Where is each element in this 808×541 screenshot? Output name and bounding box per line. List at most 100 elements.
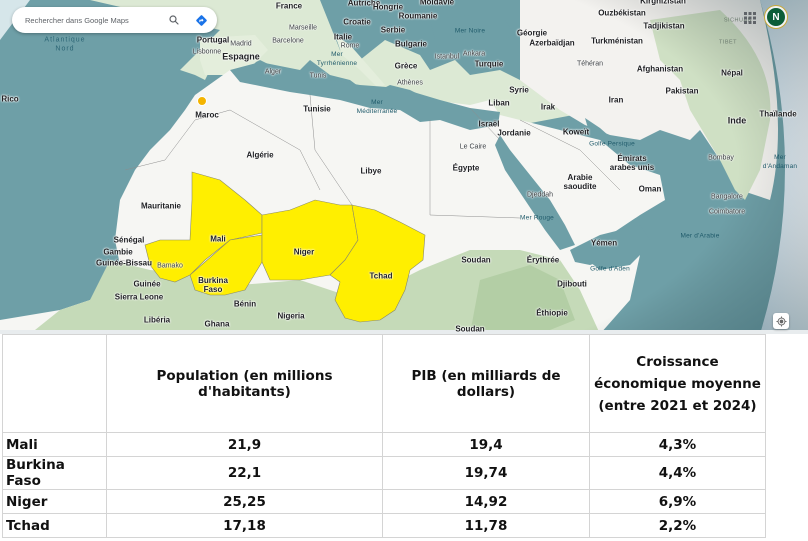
map-label-grece[interactable]: Grèce (394, 61, 418, 71)
map-label-bangalore[interactable]: Bangalore (711, 193, 743, 201)
map-label-ghana[interactable]: Ghana (204, 319, 230, 329)
map-label-rome[interactable]: Rome (340, 42, 360, 50)
map-label-maroc[interactable]: Maroc (195, 110, 219, 120)
map-label-mauritanie[interactable]: Mauritanie (140, 201, 182, 211)
map-label-erythree[interactable]: Érythrée (526, 255, 560, 265)
map-label-mali[interactable]: Mali (210, 234, 226, 244)
map-label-bulgarie[interactable]: Bulgarie (394, 39, 428, 49)
map-label-ouzbekistan[interactable]: Ouzbékistan (598, 8, 646, 18)
map-label-oman[interactable]: Oman (638, 184, 662, 194)
cell-country: Mali (2, 432, 107, 457)
map-label-afghanistan[interactable]: Afghanistan (636, 64, 684, 74)
map-label-burkina-faso[interactable]: Burkina Faso (198, 276, 228, 294)
map-label-tadjikistan[interactable]: Tadjikistan (643, 21, 685, 31)
map-label-coimbatore[interactable]: Coimbatore (708, 208, 746, 216)
map-label-athenes[interactable]: Athènes (397, 79, 423, 87)
apps-grid-icon[interactable] (743, 11, 757, 25)
map-label-kirghizistan[interactable]: Kirghizistan (640, 0, 686, 6)
map-label-teheran[interactable]: Téhéran (576, 60, 604, 68)
map-label-jordanie[interactable]: Jordanie (497, 128, 531, 138)
map-label-irak[interactable]: Irak (540, 102, 556, 112)
map-label-le-caire[interactable]: Le Caire (459, 143, 487, 151)
map-label-nepal[interactable]: Népal (721, 68, 743, 78)
map-view[interactable]: France Autriche Hongrie Moldavie Kirghiz… (0, 0, 808, 334)
map-label-tunisie[interactable]: Tunisie (303, 104, 331, 114)
my-location-button[interactable] (773, 313, 789, 329)
map-label-turkmenistan[interactable]: Turkménistan (591, 36, 643, 46)
search-input[interactable] (25, 15, 160, 25)
sahel-data-table: Population (en millions d'habitants) PIB… (2, 334, 766, 538)
map-label-israel[interactable]: Israël (478, 119, 500, 129)
map-label-egypte[interactable]: Égypte (452, 163, 480, 173)
directions-icon[interactable] (194, 13, 208, 27)
map-label-istanbul[interactable]: Istanbul (434, 53, 460, 61)
map-label-koweit[interactable]: Koweït (562, 127, 590, 137)
map-label-emirats[interactable]: Émirats arabes unis (609, 154, 655, 172)
map-label-yemen[interactable]: Yémen (590, 238, 618, 248)
map-label-liban[interactable]: Liban (488, 98, 510, 108)
map-label-autriche[interactable]: Autriche (347, 0, 381, 8)
map-label-pakistan[interactable]: Pakistan (665, 86, 699, 96)
map-label-soudan-du-sud[interactable]: Soudan (455, 324, 485, 334)
cell-croissance: 4,3% (589, 432, 766, 457)
map-label-espagne[interactable]: Espagne (222, 51, 260, 62)
map-label-nigeria[interactable]: Nigeria (277, 311, 305, 321)
map-label-niger[interactable]: Niger (293, 247, 315, 257)
map-label-italie[interactable]: Italie (333, 32, 353, 42)
map-label-rico[interactable]: Rico (1, 94, 19, 104)
map-label-syrie[interactable]: Syrie (509, 85, 529, 95)
map-label-marseille[interactable]: Marseille (288, 24, 318, 32)
map-label-georgie[interactable]: Géorgie (516, 28, 548, 38)
map-label-madrid[interactable]: Madrid (230, 40, 252, 48)
map-label-france[interactable]: France (275, 1, 303, 11)
map-label-gambie[interactable]: Gambie (103, 247, 133, 257)
map-label-ethiopie[interactable]: Éthiopie (536, 308, 568, 318)
cell-country: Niger (2, 489, 107, 514)
map-label-arabie-saoudite[interactable]: Arabie saoudite (563, 173, 597, 191)
cell-croissance: 4,4% (589, 456, 766, 490)
map-label-bombay[interactable]: Bombay (708, 154, 734, 162)
map-label-bamako[interactable]: Bamako (157, 262, 183, 270)
account-avatar[interactable]: N (765, 6, 787, 28)
map-label-sierra-leone[interactable]: Sierra Leone (114, 292, 164, 302)
map-label-thailande[interactable]: Thaïlande (759, 109, 797, 119)
saved-place-star-icon[interactable] (197, 96, 207, 106)
map-label-senegal[interactable]: Sénégal (113, 235, 145, 245)
map-canvas (0, 0, 808, 334)
table-row: Mali 21,9 19,4 4,3% (2, 432, 766, 457)
map-label-azerbaidjan[interactable]: Azerbaïdjan (529, 38, 575, 48)
cell-country: Tchad (2, 513, 107, 538)
cell-population: 22,1 (106, 456, 383, 490)
map-label-benin[interactable]: Bénin (233, 299, 257, 309)
map-label-iran[interactable]: Iran (608, 95, 624, 105)
map-label-serbie[interactable]: Serbie (380, 25, 406, 35)
map-label-liberia[interactable]: Libéria (143, 315, 171, 325)
my-location-icon (775, 315, 787, 327)
map-label-mer-andaman: Mer d'Andaman (762, 154, 798, 170)
map-label-djeddah[interactable]: Djeddah (526, 191, 554, 199)
map-label-tibet: TIBET (718, 39, 738, 46)
map-label-turquie[interactable]: Turquie (474, 59, 504, 69)
map-label-croatie[interactable]: Croatie (343, 17, 371, 27)
map-label-alger[interactable]: Alger (264, 68, 282, 76)
map-label-moldavie[interactable]: Moldavie (419, 0, 455, 7)
map-label-soudan[interactable]: Soudan (461, 255, 491, 265)
map-label-libye[interactable]: Libye (360, 166, 382, 176)
map-label-roumanie[interactable]: Roumanie (398, 11, 438, 21)
map-label-inde[interactable]: Inde (727, 115, 747, 126)
map-label-tchad[interactable]: Tchad (369, 271, 393, 281)
map-label-guinee-bissau[interactable]: Guinée-Bissau (95, 258, 153, 268)
map-label-djibouti[interactable]: Djibouti (557, 279, 587, 289)
map-label-hongrie[interactable]: Hongrie (372, 2, 404, 12)
map-label-barcelone[interactable]: Barcelone (272, 37, 304, 45)
map-label-guinee[interactable]: Guinée (133, 279, 161, 289)
search-box[interactable] (12, 7, 217, 33)
map-label-tunis[interactable]: Tunis (309, 72, 327, 80)
map-label-ankara[interactable]: Ankara (462, 50, 486, 58)
cell-pib: 11,78 (382, 513, 590, 538)
map-label-algerie[interactable]: Algérie (246, 150, 274, 160)
cell-population: 17,18 (106, 513, 383, 538)
search-icon[interactable] (167, 13, 181, 27)
map-label-lisbonne[interactable]: Lisbonne (192, 48, 222, 56)
map-label-portugal[interactable]: Portugal (196, 35, 230, 45)
